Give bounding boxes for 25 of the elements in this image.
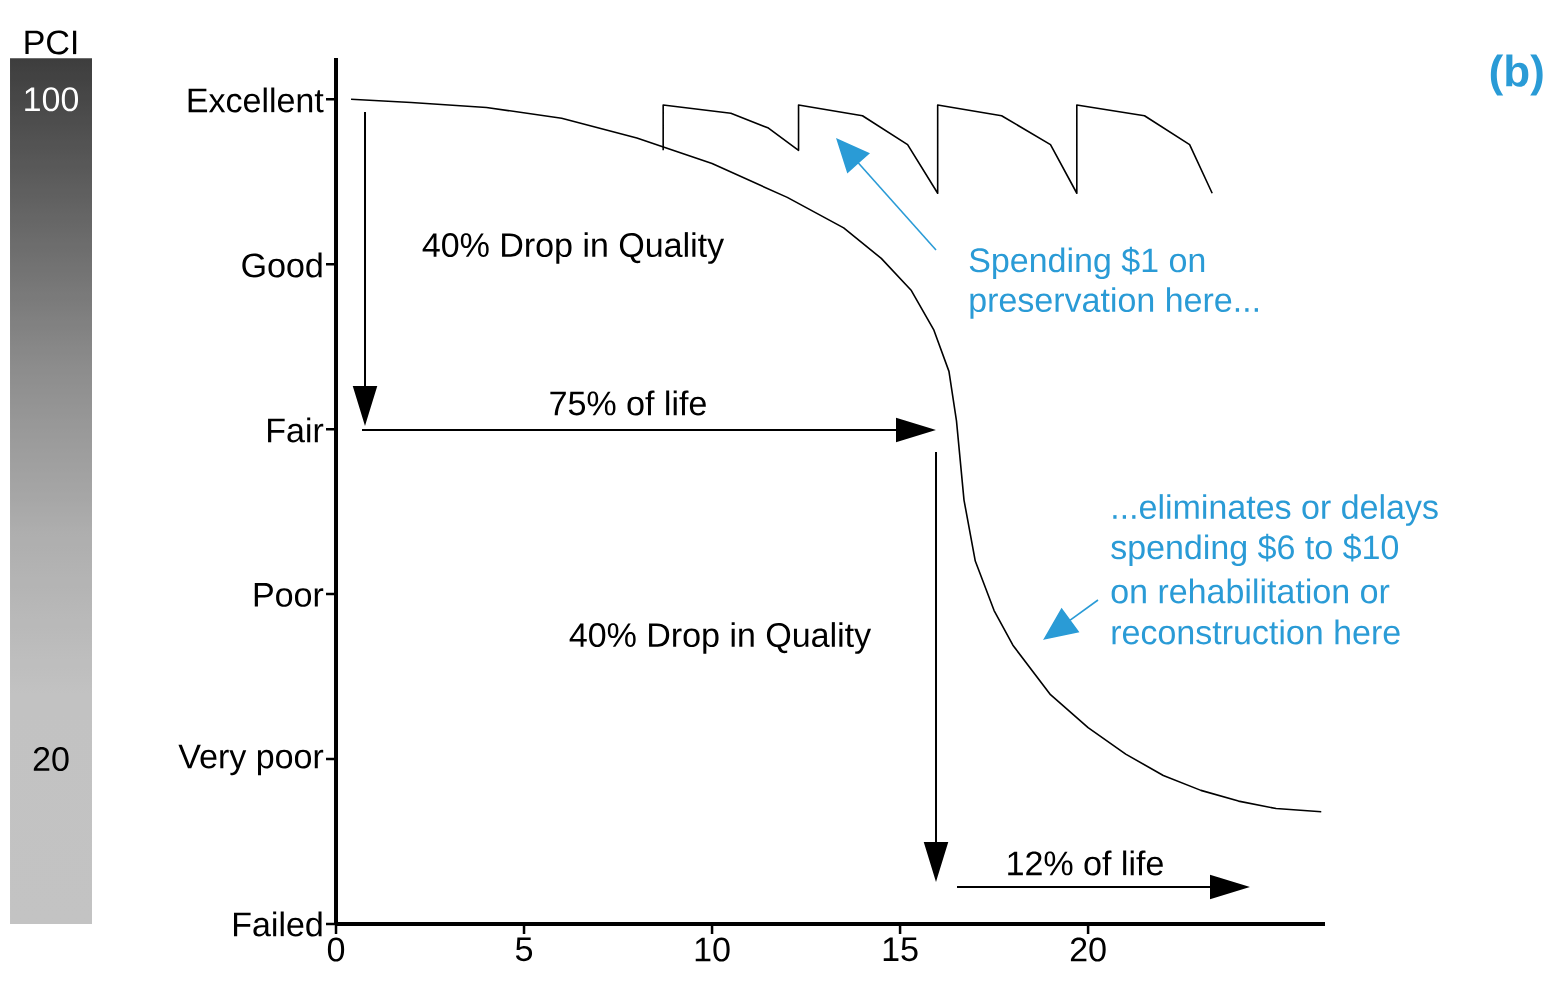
text: Poor <box>254 583 324 607</box>
annotation: ...eliminates or delays <box>1113 494 1438 526</box>
annotation: 12% of life <box>1008 850 1163 876</box>
x-tick-label: 20 <box>1070 937 1106 962</box>
annotation: 75% of life <box>550 390 706 416</box>
text: Good <box>242 252 322 278</box>
text: Fair <box>268 417 324 443</box>
annotation: on rehabilitation or <box>1111 578 1390 604</box>
annotation: 40% Drop in Quality <box>569 622 872 654</box>
x-tick-label: 0 <box>327 937 345 962</box>
annotation: spending $6 to $10 <box>1111 533 1399 567</box>
text: (b) <box>1490 54 1543 96</box>
x-tick-label: 10 <box>695 937 730 962</box>
text: Excellent <box>188 87 324 113</box>
y-tick-label: 100 <box>25 87 79 112</box>
annotation: Spending $1 on <box>969 246 1205 280</box>
annotation: reconstruction here <box>1112 619 1400 645</box>
text: Failed <box>234 911 322 937</box>
annotation: 40% Drop in Quality <box>422 232 725 264</box>
text: Very poor <box>178 744 324 776</box>
y-axis-title: PCI <box>25 30 77 55</box>
x-tick-label: 5 <box>515 937 533 962</box>
x-tick-label: 15 <box>883 937 918 962</box>
line-series <box>662 104 1213 195</box>
annotation: preservation here... <box>970 287 1258 319</box>
